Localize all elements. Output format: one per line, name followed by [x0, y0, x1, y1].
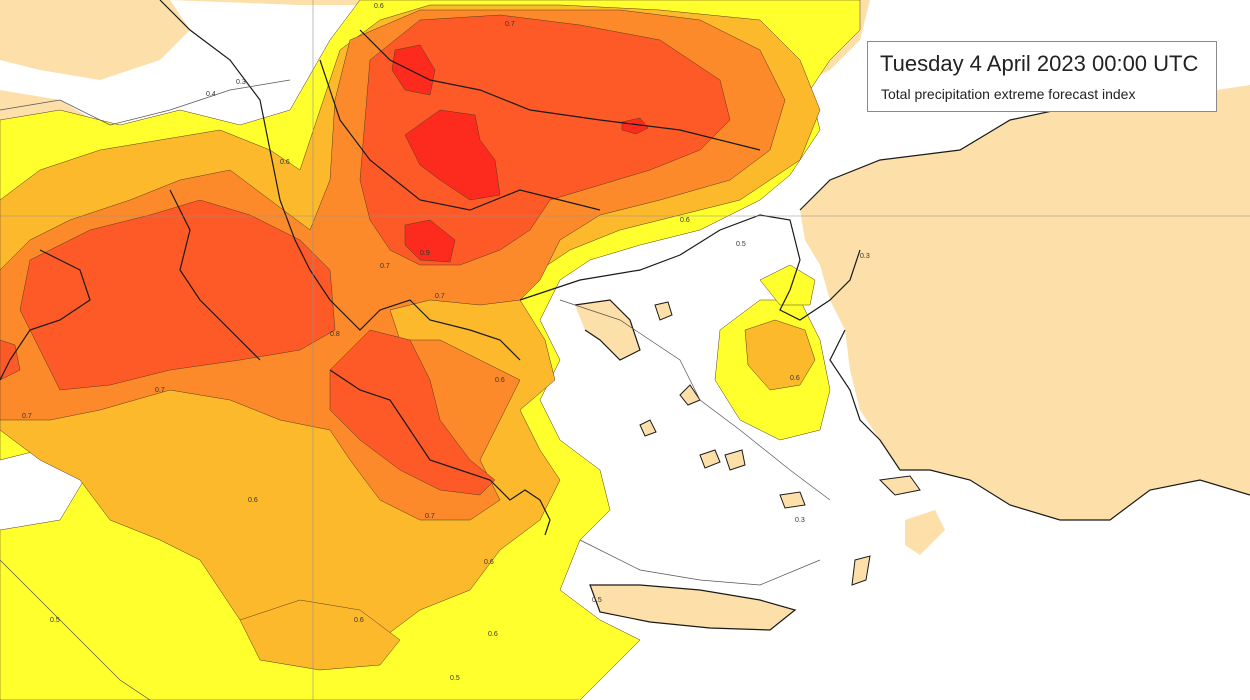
contour-label: 0.6	[248, 497, 258, 504]
contour-label: 0.7	[425, 513, 435, 520]
contour-label: 0.7	[505, 21, 515, 28]
efi-shading	[0, 0, 861, 700]
map-title: Tuesday 4 April 2023 00:00 UTC	[880, 51, 1199, 76]
coastline-peloponnese	[329, 369, 551, 536]
contour-label: 0.6	[280, 159, 290, 166]
contour-label: 0.6	[488, 631, 498, 638]
coastline-aegean-north	[519, 214, 861, 321]
border-2	[319, 59, 601, 211]
contour-label: 0.6	[680, 217, 690, 224]
contour-lines	[0, 79, 831, 700]
island-6	[639, 419, 657, 437]
contour-label: 0.5	[592, 597, 602, 604]
contour-label: 0.7	[435, 293, 445, 300]
coastline-chalkidiki	[574, 299, 641, 361]
coastline-crete	[589, 584, 797, 631]
island-1	[654, 301, 673, 321]
efi-band-06-south	[239, 599, 401, 671]
contour-label: 0.3	[236, 79, 246, 86]
efi-band-09-b	[404, 109, 501, 201]
efi-band-09-a	[391, 44, 436, 96]
contour-label: 0.6	[374, 3, 384, 10]
title-box: Tuesday 4 April 2023 00:00 UTC Total pre…	[867, 41, 1217, 112]
contour-label: 0.7	[155, 387, 165, 394]
border-3	[169, 189, 261, 361]
contour-label: 0.5	[736, 241, 746, 248]
contour-line	[559, 299, 831, 501]
coastline-asia-minor	[829, 329, 1250, 521]
map-subtitle: Total precipitation extreme forecast ind…	[881, 86, 1136, 102]
island-4	[851, 555, 871, 586]
land-rhodes	[905, 510, 945, 555]
efi-band-09-c	[404, 219, 456, 263]
island-8	[878, 475, 921, 496]
coastlines	[0, 0, 1250, 631]
land-italy-heel	[0, 0, 190, 80]
coastline-adriatic	[159, 0, 521, 361]
island-2	[699, 449, 721, 469]
border-1	[359, 29, 761, 151]
contour-label: 0.3	[795, 517, 805, 524]
land-anatolia	[800, 85, 1250, 520]
contour-label: 0.4	[206, 91, 216, 98]
islands	[639, 301, 921, 586]
island-3	[724, 449, 746, 471]
contour-label: 0.7	[22, 413, 32, 420]
contour-line	[579, 539, 821, 586]
contour-label: 0.6	[354, 617, 364, 624]
contour-label: 0.8	[330, 331, 340, 338]
land-chalkidiki	[575, 300, 640, 360]
contour-line	[0, 79, 291, 126]
contour-line	[0, 559, 151, 700]
efi-band-08-north	[359, 14, 731, 266]
contour-label: 0.3	[860, 253, 870, 260]
efi-band-05-thrace	[759, 264, 816, 306]
efi-band-06-aegean	[744, 319, 816, 391]
island-5	[779, 491, 806, 509]
contour-label: 0.6	[790, 375, 800, 382]
contour-label: 0.6	[484, 559, 494, 566]
efi-band-08-greece	[329, 329, 496, 496]
contour-label: 0.7	[380, 263, 390, 270]
contour-label: 0.9	[420, 250, 430, 257]
contour-label: 0.5	[450, 675, 460, 682]
efi-band-08	[19, 199, 336, 391]
land-crete	[590, 585, 795, 630]
contour-label: 0.5	[50, 617, 60, 624]
efi-band-09-d	[621, 117, 649, 135]
border-4	[0, 249, 91, 381]
contour-labels: 0.3 0.4 0.5 0.6 0.7 0.8 0.9 0.7 0.7 0.6 …	[22, 3, 870, 682]
contour-label: 0.6	[495, 377, 505, 384]
